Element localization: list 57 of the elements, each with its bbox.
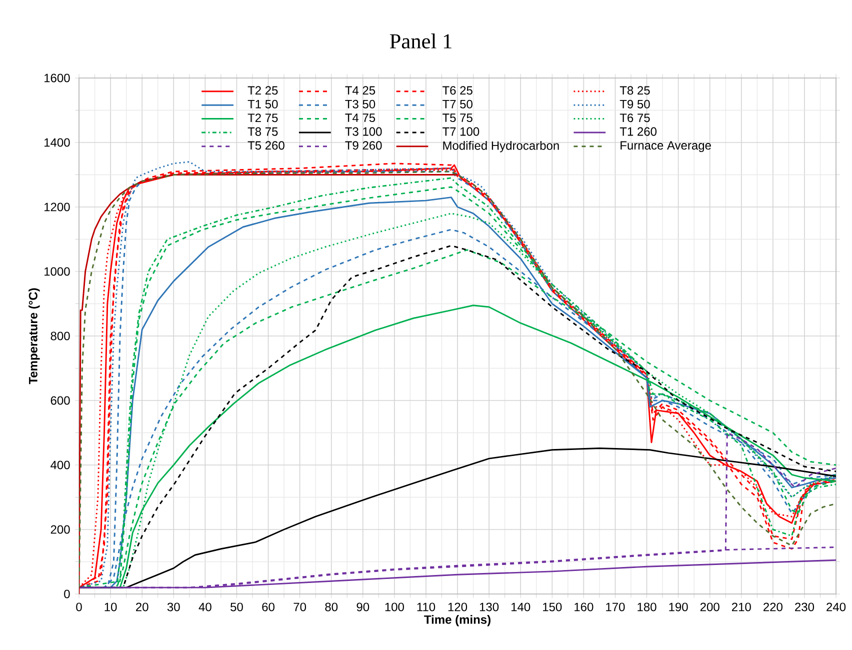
legend-label: T2 75 [248,114,278,122]
x-tick-label: 190 [669,602,688,612]
legend-label: T9 50 [620,100,650,108]
x-tick-label: 240 [826,602,846,612]
y-tick-label: 1600 [44,74,70,82]
x-tick-label: 140 [512,602,530,612]
x-tick-label: 220 [764,602,782,612]
x-tick-label: 150 [543,602,562,612]
legend-label: T8 25 [620,86,650,95]
legend-label: T1 260 [620,127,657,136]
y-tick-label: 1400 [44,138,70,147]
x-tick-label: 100 [385,602,404,612]
y-tick-label: 1000 [44,267,70,276]
legend-label: T4 75 [345,114,376,122]
x-tick-label: 50 [230,602,243,612]
legend-label: T8 75 [248,127,278,136]
y-tick-label: 200 [50,525,70,534]
y-tick-label: 600 [50,396,70,405]
x-tick-label: 30 [167,602,180,612]
x-tick-label: 10 [104,602,117,612]
legend-label: T3 100 [345,127,382,136]
legend-label: T1 50 [248,100,278,108]
x-tick-label: 130 [480,602,499,612]
x-tick-label: 210 [732,602,751,612]
x-tick-label: 120 [448,602,468,612]
x-tick-label: 40 [198,602,212,612]
legend-label: T3 50 [345,100,376,108]
x-tick-label: 200 [700,602,720,612]
y-tick-label: 0 [64,590,70,598]
x-tick-label: 80 [325,602,338,612]
legend-label: T6 25 [442,86,472,95]
legend-label: T5 75 [442,114,472,122]
y-tick-label: 1200 [44,202,70,212]
x-tick-label: 160 [574,602,594,612]
x-tick-label: 230 [795,602,814,612]
legend-label: T7 100 [442,127,480,136]
legend-label: T5 260 [248,141,284,150]
x-tick-label: 0 [76,602,82,612]
legend-label: T9 260 [345,141,382,150]
legend-label: T7 50 [442,100,472,108]
legend-label: T6 75 [620,114,650,122]
legend-label: T2 25 [248,86,278,95]
y-tick-label: 400 [50,460,70,470]
x-axis-title: Time (mins) [424,615,490,626]
y-tick-label: 800 [50,332,70,340]
chart-title: Panel 1 [390,33,452,48]
legend-label: Furnace Average [620,141,711,152]
legend-label: T4 25 [345,86,376,95]
legend-label: Modified Hydrocarbon [443,141,559,152]
x-tick-label: 110 [417,602,436,612]
x-tick-label: 70 [294,602,306,612]
x-tick-label: 60 [262,602,274,612]
x-tick-label: 180 [638,602,656,612]
y-axis-title: Temperature (°C) [28,288,40,384]
x-tick-label: 90 [356,602,370,612]
x-tick-label: 20 [136,602,148,612]
x-tick-label: 170 [606,602,625,612]
